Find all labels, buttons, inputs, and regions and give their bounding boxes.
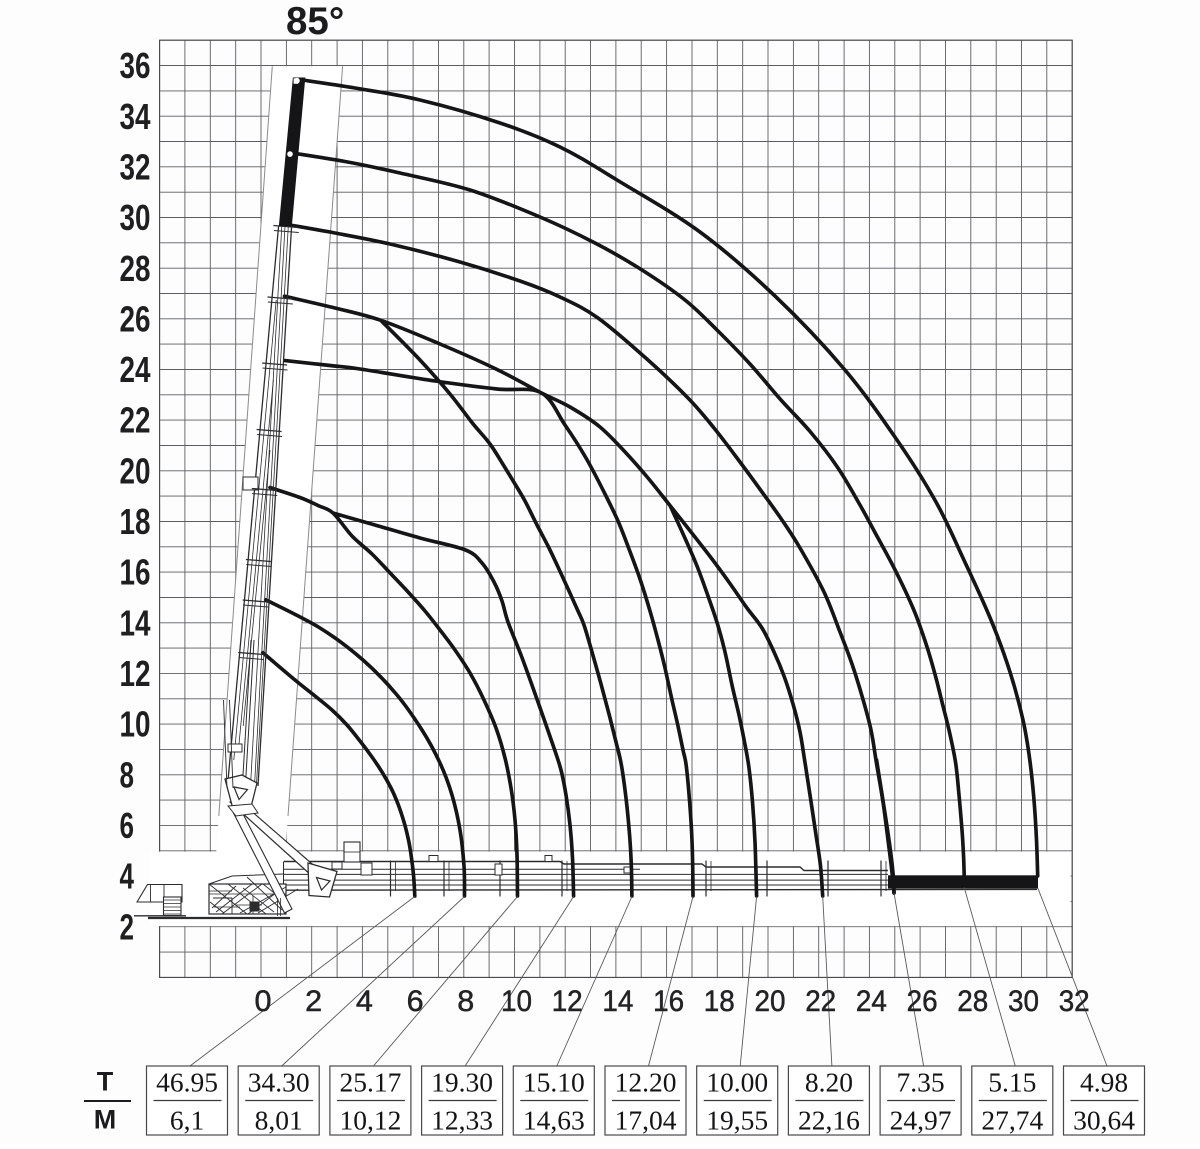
- svg-text:6: 6: [120, 805, 135, 846]
- svg-text:22: 22: [805, 985, 836, 1018]
- svg-text:28: 28: [957, 985, 988, 1018]
- svg-text:12: 12: [120, 653, 151, 694]
- svg-text:32: 32: [1059, 985, 1090, 1018]
- svg-text:10: 10: [120, 704, 151, 745]
- svg-text:14: 14: [120, 602, 151, 643]
- svg-text:28: 28: [120, 248, 151, 289]
- svg-text:8,01: 8,01: [255, 1105, 303, 1136]
- svg-text:7.35: 7.35: [897, 1067, 945, 1098]
- svg-text:10.00: 10.00: [706, 1067, 768, 1098]
- svg-text:16: 16: [120, 552, 151, 593]
- svg-text:14,63: 14,63: [523, 1105, 585, 1136]
- svg-text:4: 4: [356, 985, 373, 1018]
- svg-text:24,97: 24,97: [890, 1105, 952, 1136]
- svg-text:8: 8: [120, 754, 135, 795]
- svg-text:36: 36: [120, 45, 151, 86]
- svg-text:26: 26: [120, 298, 151, 339]
- svg-text:18: 18: [120, 501, 151, 542]
- svg-text:6: 6: [407, 985, 424, 1018]
- svg-text:24: 24: [856, 985, 887, 1018]
- svg-text:27,74: 27,74: [981, 1105, 1043, 1136]
- svg-text:22,16: 22,16: [798, 1105, 860, 1136]
- svg-text:19.30: 19.30: [431, 1067, 493, 1098]
- svg-text:25.17: 25.17: [339, 1067, 401, 1098]
- svg-text:85°: 85°: [286, 0, 344, 43]
- svg-text:46.95: 46.95: [156, 1067, 218, 1098]
- svg-text:12,33: 12,33: [431, 1105, 493, 1136]
- svg-text:8.20: 8.20: [805, 1067, 853, 1098]
- svg-text:2: 2: [120, 906, 135, 947]
- svg-text:30,64: 30,64: [1073, 1105, 1135, 1136]
- svg-text:10: 10: [501, 985, 532, 1018]
- svg-text:30: 30: [1008, 985, 1039, 1018]
- svg-text:20: 20: [755, 985, 786, 1018]
- svg-text:T: T: [97, 1067, 114, 1097]
- svg-text:12: 12: [552, 985, 583, 1018]
- svg-text:12.20: 12.20: [615, 1067, 677, 1098]
- svg-text:2: 2: [305, 985, 322, 1018]
- svg-text:5.15: 5.15: [988, 1067, 1036, 1098]
- svg-text:6,1: 6,1: [170, 1105, 204, 1136]
- svg-text:0: 0: [255, 985, 272, 1018]
- svg-text:19,55: 19,55: [706, 1105, 768, 1136]
- svg-text:24: 24: [120, 349, 151, 390]
- svg-text:26: 26: [907, 985, 938, 1018]
- svg-text:22: 22: [120, 400, 151, 441]
- svg-text:M: M: [94, 1105, 117, 1135]
- svg-text:14: 14: [602, 985, 633, 1018]
- svg-text:8: 8: [457, 985, 474, 1018]
- svg-text:4.98: 4.98: [1080, 1067, 1128, 1098]
- svg-text:10,12: 10,12: [339, 1105, 401, 1136]
- svg-text:17,04: 17,04: [615, 1105, 677, 1136]
- svg-text:34: 34: [120, 96, 151, 137]
- svg-text:15.10: 15.10: [523, 1067, 585, 1098]
- svg-text:4: 4: [120, 856, 135, 897]
- svg-text:16: 16: [653, 985, 684, 1018]
- svg-text:32: 32: [120, 146, 151, 187]
- svg-text:34.30: 34.30: [248, 1067, 310, 1098]
- svg-text:18: 18: [704, 985, 735, 1018]
- svg-text:20: 20: [120, 450, 151, 491]
- svg-text:30: 30: [120, 197, 151, 238]
